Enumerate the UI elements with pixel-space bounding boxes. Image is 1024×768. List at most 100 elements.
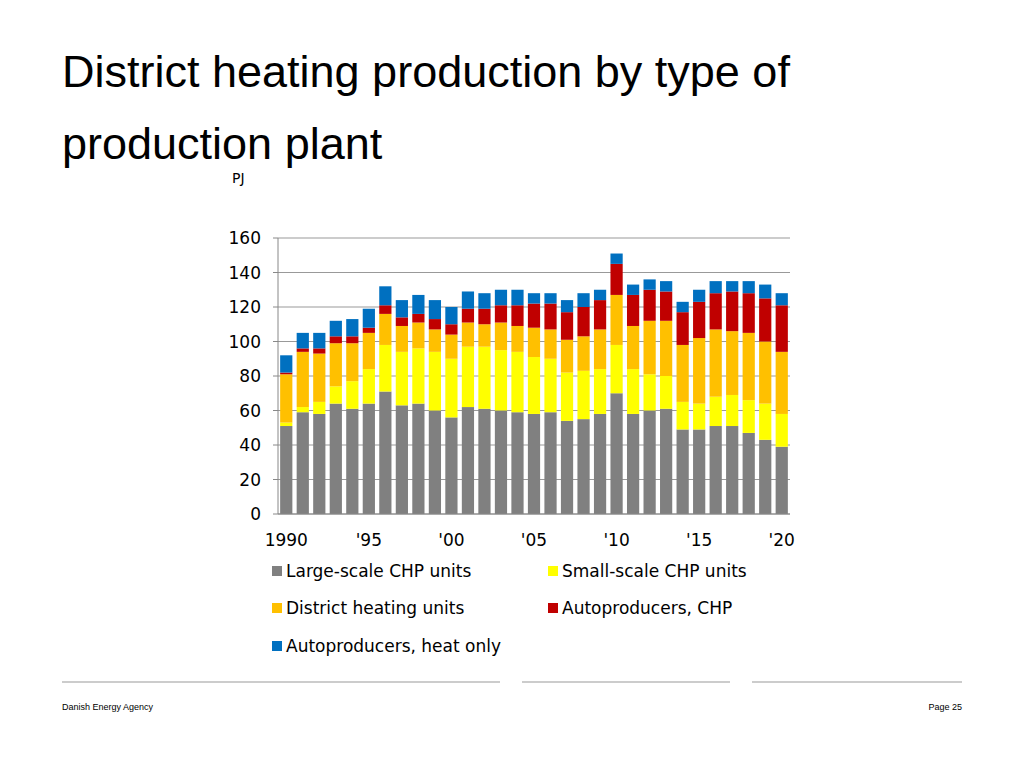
- bar: [544, 304, 556, 330]
- bar: [396, 352, 408, 405]
- bar: [280, 423, 292, 426]
- bar: [511, 352, 523, 412]
- y-tick-label: 100: [229, 332, 261, 352]
- bar: [627, 414, 639, 514]
- footer-rule: [522, 682, 730, 683]
- bar: [528, 304, 540, 328]
- bar: [495, 305, 507, 322]
- bar: [544, 329, 556, 358]
- bar: [577, 371, 589, 419]
- bar: [511, 326, 523, 352]
- bar: [710, 293, 722, 329]
- y-tick: [273, 514, 278, 515]
- bar: [396, 326, 408, 352]
- footer-left: Danish Energy Agency: [62, 702, 154, 712]
- bar: [743, 400, 755, 433]
- bar: [495, 290, 507, 306]
- bar: [677, 302, 689, 312]
- bar: [462, 347, 474, 407]
- bar: [544, 412, 556, 514]
- bar: [478, 409, 490, 514]
- y-axis-label: PJ: [232, 170, 245, 186]
- bar: [280, 373, 292, 375]
- bar: [412, 404, 424, 514]
- footer-rule: [62, 682, 500, 683]
- bar: [429, 319, 441, 329]
- bar: [528, 328, 540, 357]
- bar: [511, 305, 523, 326]
- legend-swatch: [548, 603, 558, 613]
- x-tick-label: '10: [603, 530, 629, 550]
- y-axis: [278, 238, 279, 514]
- x-tick-label: 1990: [265, 530, 308, 550]
- bar: [346, 336, 358, 343]
- bar: [776, 352, 788, 414]
- bar: [412, 314, 424, 323]
- bar: [561, 373, 573, 421]
- bar: [561, 300, 573, 312]
- y-tick-label: 40: [239, 435, 261, 455]
- bar: [594, 329, 606, 369]
- y-tick-label: 140: [229, 263, 261, 283]
- bar: [511, 290, 523, 306]
- bar: [627, 285, 639, 295]
- y-tick: [273, 272, 278, 273]
- bar: [280, 426, 292, 514]
- bar: [693, 290, 705, 302]
- bar: [495, 350, 507, 410]
- bar: [726, 426, 738, 514]
- bar: [577, 293, 589, 307]
- bar: [594, 300, 606, 329]
- bar: [412, 348, 424, 403]
- bar: [660, 281, 672, 291]
- legend-label: Autoproducers, CHP: [562, 598, 732, 618]
- bar: [693, 404, 705, 430]
- bar: [693, 429, 705, 514]
- grid-line: [278, 238, 790, 239]
- y-tick-label: 0: [250, 504, 261, 524]
- bar: [660, 409, 672, 514]
- bar: [561, 421, 573, 514]
- bar: [346, 319, 358, 336]
- bar: [379, 305, 391, 314]
- bar: [594, 290, 606, 300]
- bar: [297, 352, 309, 407]
- bar: [379, 392, 391, 514]
- bar: [627, 295, 639, 326]
- legend-swatch: [272, 603, 282, 613]
- bar: [726, 331, 738, 395]
- bar: [759, 285, 771, 299]
- legend-swatch: [272, 566, 282, 576]
- bar: [577, 336, 589, 371]
- bar: [677, 402, 689, 430]
- bar: [396, 317, 408, 326]
- bar: [379, 314, 391, 345]
- bar: [280, 374, 292, 422]
- bar: [610, 345, 622, 393]
- bar: [726, 291, 738, 331]
- x-tick-label: '15: [686, 530, 712, 550]
- bar: [759, 342, 771, 404]
- bar: [759, 298, 771, 341]
- bar: [528, 293, 540, 303]
- y-tick: [273, 445, 278, 446]
- bar: [710, 281, 722, 293]
- bar: [313, 402, 325, 414]
- bar: [726, 281, 738, 291]
- bar: [710, 426, 722, 514]
- y-tick-label: 20: [239, 470, 261, 490]
- bar: [577, 419, 589, 514]
- x-tick-label: '20: [769, 530, 795, 550]
- bar: [363, 328, 375, 333]
- x-tick-label: '95: [356, 530, 382, 550]
- y-tick: [273, 376, 278, 377]
- bar: [429, 329, 441, 351]
- grid-line: [278, 272, 790, 273]
- bar: [577, 307, 589, 336]
- bar: [445, 417, 457, 514]
- legend-label: Large-scale CHP units: [286, 561, 471, 581]
- y-tick: [273, 238, 278, 239]
- legend-label: District heating units: [286, 598, 464, 618]
- bar: [759, 440, 771, 514]
- bar: [594, 414, 606, 514]
